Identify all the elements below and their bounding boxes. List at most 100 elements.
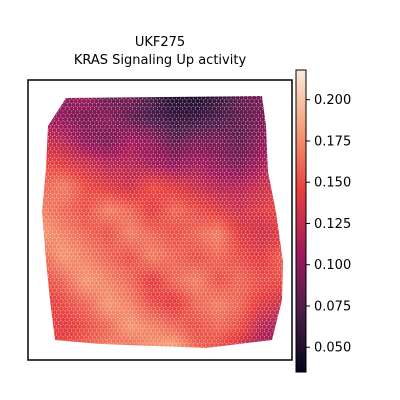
spot (220, 120, 225, 126)
spot (224, 302, 229, 308)
spot (67, 182, 72, 188)
spot (241, 157, 246, 162)
spot (233, 230, 238, 235)
spot (256, 211, 261, 217)
spot (113, 211, 118, 217)
spot (77, 186, 82, 191)
spot (170, 120, 175, 126)
spot (115, 280, 120, 286)
spot (228, 113, 234, 118)
spot (104, 335, 110, 340)
spot (258, 186, 263, 191)
spot (42, 211, 47, 217)
spot (86, 171, 91, 177)
spot (281, 277, 283, 282)
spot (266, 171, 271, 177)
spot (115, 120, 120, 126)
spot (186, 339, 192, 344)
spot (155, 342, 160, 348)
spot (90, 266, 95, 271)
spot (132, 259, 137, 264)
spot (235, 248, 240, 253)
spot (228, 237, 234, 242)
spot (239, 255, 244, 260)
spot (184, 240, 190, 246)
spot (239, 96, 244, 100)
spot (247, 204, 253, 209)
spot (239, 139, 244, 144)
spot (254, 128, 259, 133)
spot (260, 328, 265, 333)
spot (46, 139, 51, 144)
spot (170, 346, 175, 348)
spot (266, 157, 271, 162)
spot (67, 131, 72, 137)
spot (79, 204, 85, 209)
spot (155, 277, 160, 282)
spot (79, 153, 85, 158)
spot (56, 128, 61, 133)
spot (115, 259, 120, 264)
spot (90, 142, 95, 148)
spot (56, 106, 61, 111)
spot (119, 273, 124, 279)
spot (239, 328, 244, 333)
spot (138, 342, 143, 348)
spot (254, 120, 259, 126)
spot (180, 328, 185, 333)
spot (239, 306, 244, 311)
spot (149, 193, 154, 198)
spot (279, 113, 283, 118)
spot (48, 179, 53, 184)
spot (230, 124, 236, 129)
spot (128, 339, 133, 344)
spot (205, 313, 211, 319)
spot (42, 106, 45, 111)
spot (67, 240, 72, 246)
spot (62, 262, 68, 268)
spot (46, 291, 51, 297)
spot (180, 226, 185, 231)
spot (94, 244, 99, 249)
spot (279, 208, 283, 213)
spot (277, 226, 282, 231)
spot (220, 331, 225, 337)
spot (119, 171, 124, 177)
spot (155, 240, 160, 246)
spot (54, 240, 59, 246)
spot (50, 270, 55, 275)
spot (42, 240, 47, 246)
spot (60, 135, 66, 140)
spot (109, 110, 114, 115)
spot (186, 346, 192, 348)
spot (275, 96, 280, 97)
spot (186, 280, 192, 286)
spot (212, 295, 217, 300)
spot (279, 164, 283, 169)
spot (203, 280, 208, 286)
spot (157, 339, 162, 344)
spot (220, 266, 225, 271)
spot (146, 190, 152, 195)
spot (218, 233, 223, 239)
spot (277, 211, 282, 217)
spot (130, 291, 135, 297)
spot (86, 302, 91, 308)
spot (48, 128, 53, 133)
spot (260, 211, 265, 217)
spot (117, 248, 122, 253)
spot (205, 146, 211, 151)
spot (249, 135, 255, 140)
spot (247, 226, 253, 231)
spot (151, 182, 156, 188)
spot (205, 211, 211, 217)
spot (243, 320, 248, 326)
spot (48, 302, 53, 308)
spot (109, 299, 114, 304)
spot (151, 284, 156, 289)
spot (241, 339, 246, 344)
spot (157, 120, 162, 126)
spot (62, 328, 68, 333)
spot (128, 99, 133, 104)
spot (111, 237, 116, 242)
